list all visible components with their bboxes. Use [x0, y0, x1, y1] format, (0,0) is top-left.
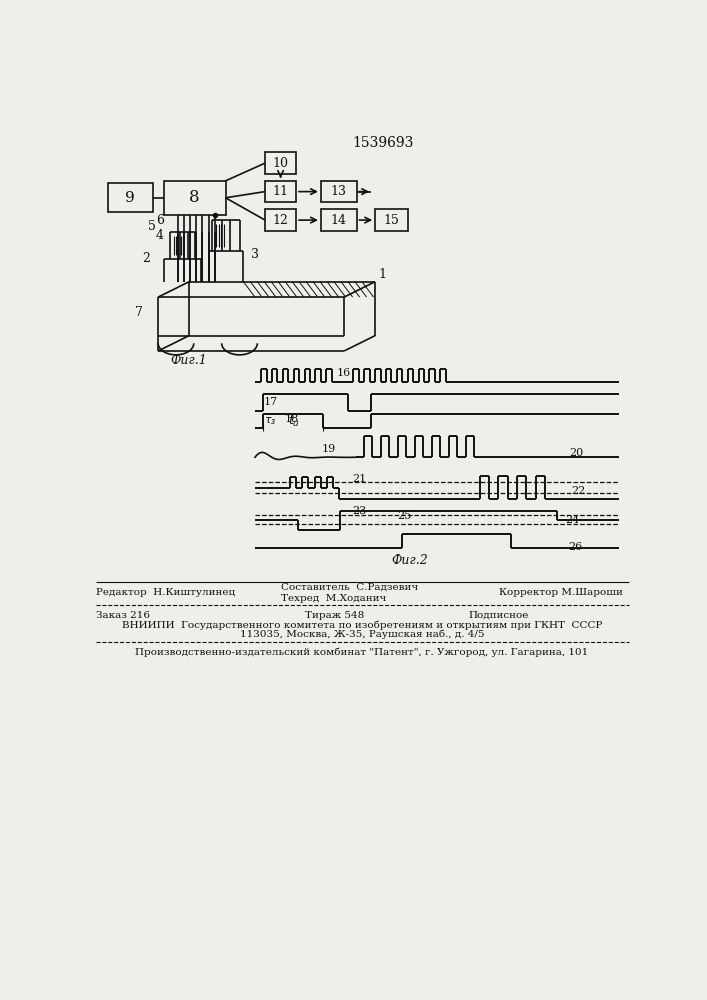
Bar: [107, 183, 153, 212]
Text: 3: 3: [251, 248, 259, 261]
Text: 14: 14: [331, 214, 346, 227]
Text: 26: 26: [568, 542, 583, 552]
Text: $\tau_з$: $\tau_з$: [264, 415, 276, 427]
Text: 13: 13: [331, 185, 346, 198]
Text: Подписное: Подписное: [468, 611, 529, 620]
Text: 1539693: 1539693: [352, 136, 414, 150]
Text: 20: 20: [570, 448, 584, 458]
Text: Производственно-издательский комбинат "Патент", г. Ужгород, ул. Гагарина, 101: Производственно-издательский комбинат "П…: [135, 647, 588, 657]
Text: 23: 23: [353, 506, 367, 516]
Text: 15: 15: [383, 214, 399, 227]
Text: 9: 9: [125, 191, 135, 205]
Text: Заказ 216: Заказ 216: [96, 611, 150, 620]
Bar: [265, 181, 296, 202]
Text: 25: 25: [397, 511, 411, 521]
Text: 21: 21: [353, 474, 367, 484]
Bar: [375, 209, 408, 231]
Text: Составитель  С.Радзевич: Составитель С.Радзевич: [281, 583, 418, 592]
Text: 2: 2: [143, 252, 151, 265]
Text: Техред  М.Ходанич: Техред М.Ходанич: [281, 594, 386, 603]
Text: Редактор  Н.Киштулинец: Редактор Н.Киштулинец: [96, 588, 235, 597]
Text: 1: 1: [379, 267, 387, 280]
Text: 8: 8: [189, 189, 200, 206]
Text: Фиг.2: Фиг.2: [392, 554, 428, 567]
Bar: [265, 209, 296, 231]
Text: 4: 4: [156, 229, 164, 242]
Text: 22: 22: [571, 486, 585, 496]
Text: $t_u$: $t_u$: [288, 414, 300, 429]
Text: ВНИИПИ  Государственного комитета по изобретениям и открытиям при ГКНТ  СССР: ВНИИПИ Государственного комитета по изоб…: [122, 620, 602, 630]
Text: 18: 18: [284, 414, 298, 424]
Text: 5: 5: [148, 220, 156, 233]
Text: Корректор М.Шароши: Корректор М.Шароши: [499, 588, 623, 597]
Bar: [265, 152, 296, 174]
Bar: [321, 209, 356, 231]
Text: Фиг.1: Фиг.1: [171, 354, 207, 367]
Text: Тираж 548: Тираж 548: [305, 611, 365, 620]
Text: 10: 10: [273, 157, 288, 170]
Text: 6: 6: [156, 214, 165, 227]
Text: 17: 17: [264, 397, 278, 407]
Text: 16: 16: [337, 368, 351, 378]
Text: 12: 12: [273, 214, 288, 227]
Text: 19: 19: [322, 444, 336, 454]
Bar: [163, 181, 226, 215]
Bar: [321, 181, 356, 202]
Text: 11: 11: [273, 185, 288, 198]
Text: 7: 7: [135, 306, 143, 319]
Text: 24: 24: [565, 515, 579, 525]
Text: 113035, Москва, Ж-35, Раушская наб., д. 4/5: 113035, Москва, Ж-35, Раушская наб., д. …: [240, 630, 484, 639]
